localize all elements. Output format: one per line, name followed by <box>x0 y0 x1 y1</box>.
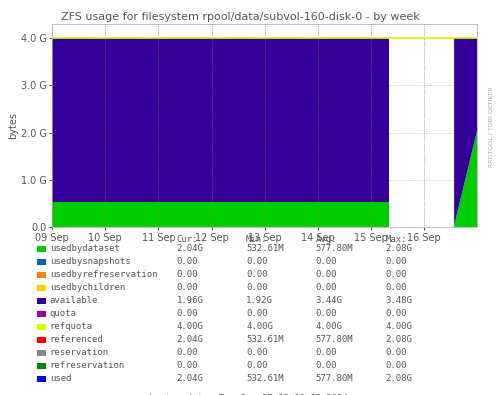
Text: 3.44G: 3.44G <box>316 296 342 305</box>
Text: 0.00: 0.00 <box>176 348 198 357</box>
Text: 0.00: 0.00 <box>385 283 407 292</box>
Text: 532.61M: 532.61M <box>246 244 284 252</box>
Text: 0.00: 0.00 <box>176 270 198 278</box>
Text: quota: quota <box>50 309 77 318</box>
Text: 4.00G: 4.00G <box>385 322 412 331</box>
Text: 2.08G: 2.08G <box>385 335 412 344</box>
Text: 0.00: 0.00 <box>316 270 337 278</box>
Text: 4.00G: 4.00G <box>246 322 273 331</box>
Text: 0.00: 0.00 <box>246 283 267 292</box>
Text: 577.80M: 577.80M <box>316 335 353 344</box>
Text: Last update: Tue Sep 17 08:00:02 2024: Last update: Tue Sep 17 08:00:02 2024 <box>149 394 348 395</box>
Text: 3.48G: 3.48G <box>385 296 412 305</box>
Text: 2.04G: 2.04G <box>176 374 203 383</box>
Text: refquota: refquota <box>50 322 93 331</box>
Text: 532.61M: 532.61M <box>246 374 284 383</box>
Text: referenced: referenced <box>50 335 103 344</box>
Text: Cur:: Cur: <box>176 235 198 244</box>
Text: 0.00: 0.00 <box>316 309 337 318</box>
Text: 2.04G: 2.04G <box>176 335 203 344</box>
Text: 0.00: 0.00 <box>316 283 337 292</box>
Text: 0.00: 0.00 <box>176 361 198 370</box>
Text: ZFS usage for filesystem rpool/data/subvol-160-disk-0 - by week: ZFS usage for filesystem rpool/data/subv… <box>61 11 419 22</box>
Text: 4.00G: 4.00G <box>316 322 342 331</box>
Text: 2.08G: 2.08G <box>385 374 412 383</box>
Text: usedbyrefreservation: usedbyrefreservation <box>50 270 157 278</box>
Text: 0.00: 0.00 <box>176 257 198 265</box>
Text: Max:: Max: <box>385 235 407 244</box>
Text: 1.96G: 1.96G <box>176 296 203 305</box>
Text: Min:: Min: <box>246 235 267 244</box>
Text: 0.00: 0.00 <box>246 257 267 265</box>
Text: usedbydataset: usedbydataset <box>50 244 120 252</box>
Text: reservation: reservation <box>50 348 109 357</box>
Text: 577.80M: 577.80M <box>316 374 353 383</box>
Text: 0.00: 0.00 <box>385 309 407 318</box>
Text: 0.00: 0.00 <box>246 309 267 318</box>
Text: 0.00: 0.00 <box>316 257 337 265</box>
Text: 0.00: 0.00 <box>246 361 267 370</box>
Text: usedbychildren: usedbychildren <box>50 283 125 292</box>
Text: 532.61M: 532.61M <box>246 335 284 344</box>
Text: 0.00: 0.00 <box>246 270 267 278</box>
Text: 0.00: 0.00 <box>316 348 337 357</box>
Text: used: used <box>50 374 71 383</box>
Text: 0.00: 0.00 <box>385 270 407 278</box>
Text: 1.92G: 1.92G <box>246 296 273 305</box>
Text: available: available <box>50 296 98 305</box>
Text: 0.00: 0.00 <box>385 348 407 357</box>
Text: 2.04G: 2.04G <box>176 244 203 252</box>
Text: RRDTOOL / TOBI OETIKER: RRDTOOL / TOBI OETIKER <box>489 86 494 167</box>
Text: usedbysnapshots: usedbysnapshots <box>50 257 130 265</box>
Text: refreservation: refreservation <box>50 361 125 370</box>
Text: Avg:: Avg: <box>316 235 337 244</box>
Text: 0.00: 0.00 <box>246 348 267 357</box>
Text: 0.00: 0.00 <box>316 361 337 370</box>
Text: 4.00G: 4.00G <box>176 322 203 331</box>
Text: 0.00: 0.00 <box>176 283 198 292</box>
Text: 2.08G: 2.08G <box>385 244 412 252</box>
Text: 0.00: 0.00 <box>385 361 407 370</box>
Text: 577.80M: 577.80M <box>316 244 353 252</box>
Text: 0.00: 0.00 <box>176 309 198 318</box>
Text: 0.00: 0.00 <box>385 257 407 265</box>
Y-axis label: bytes: bytes <box>8 112 18 139</box>
